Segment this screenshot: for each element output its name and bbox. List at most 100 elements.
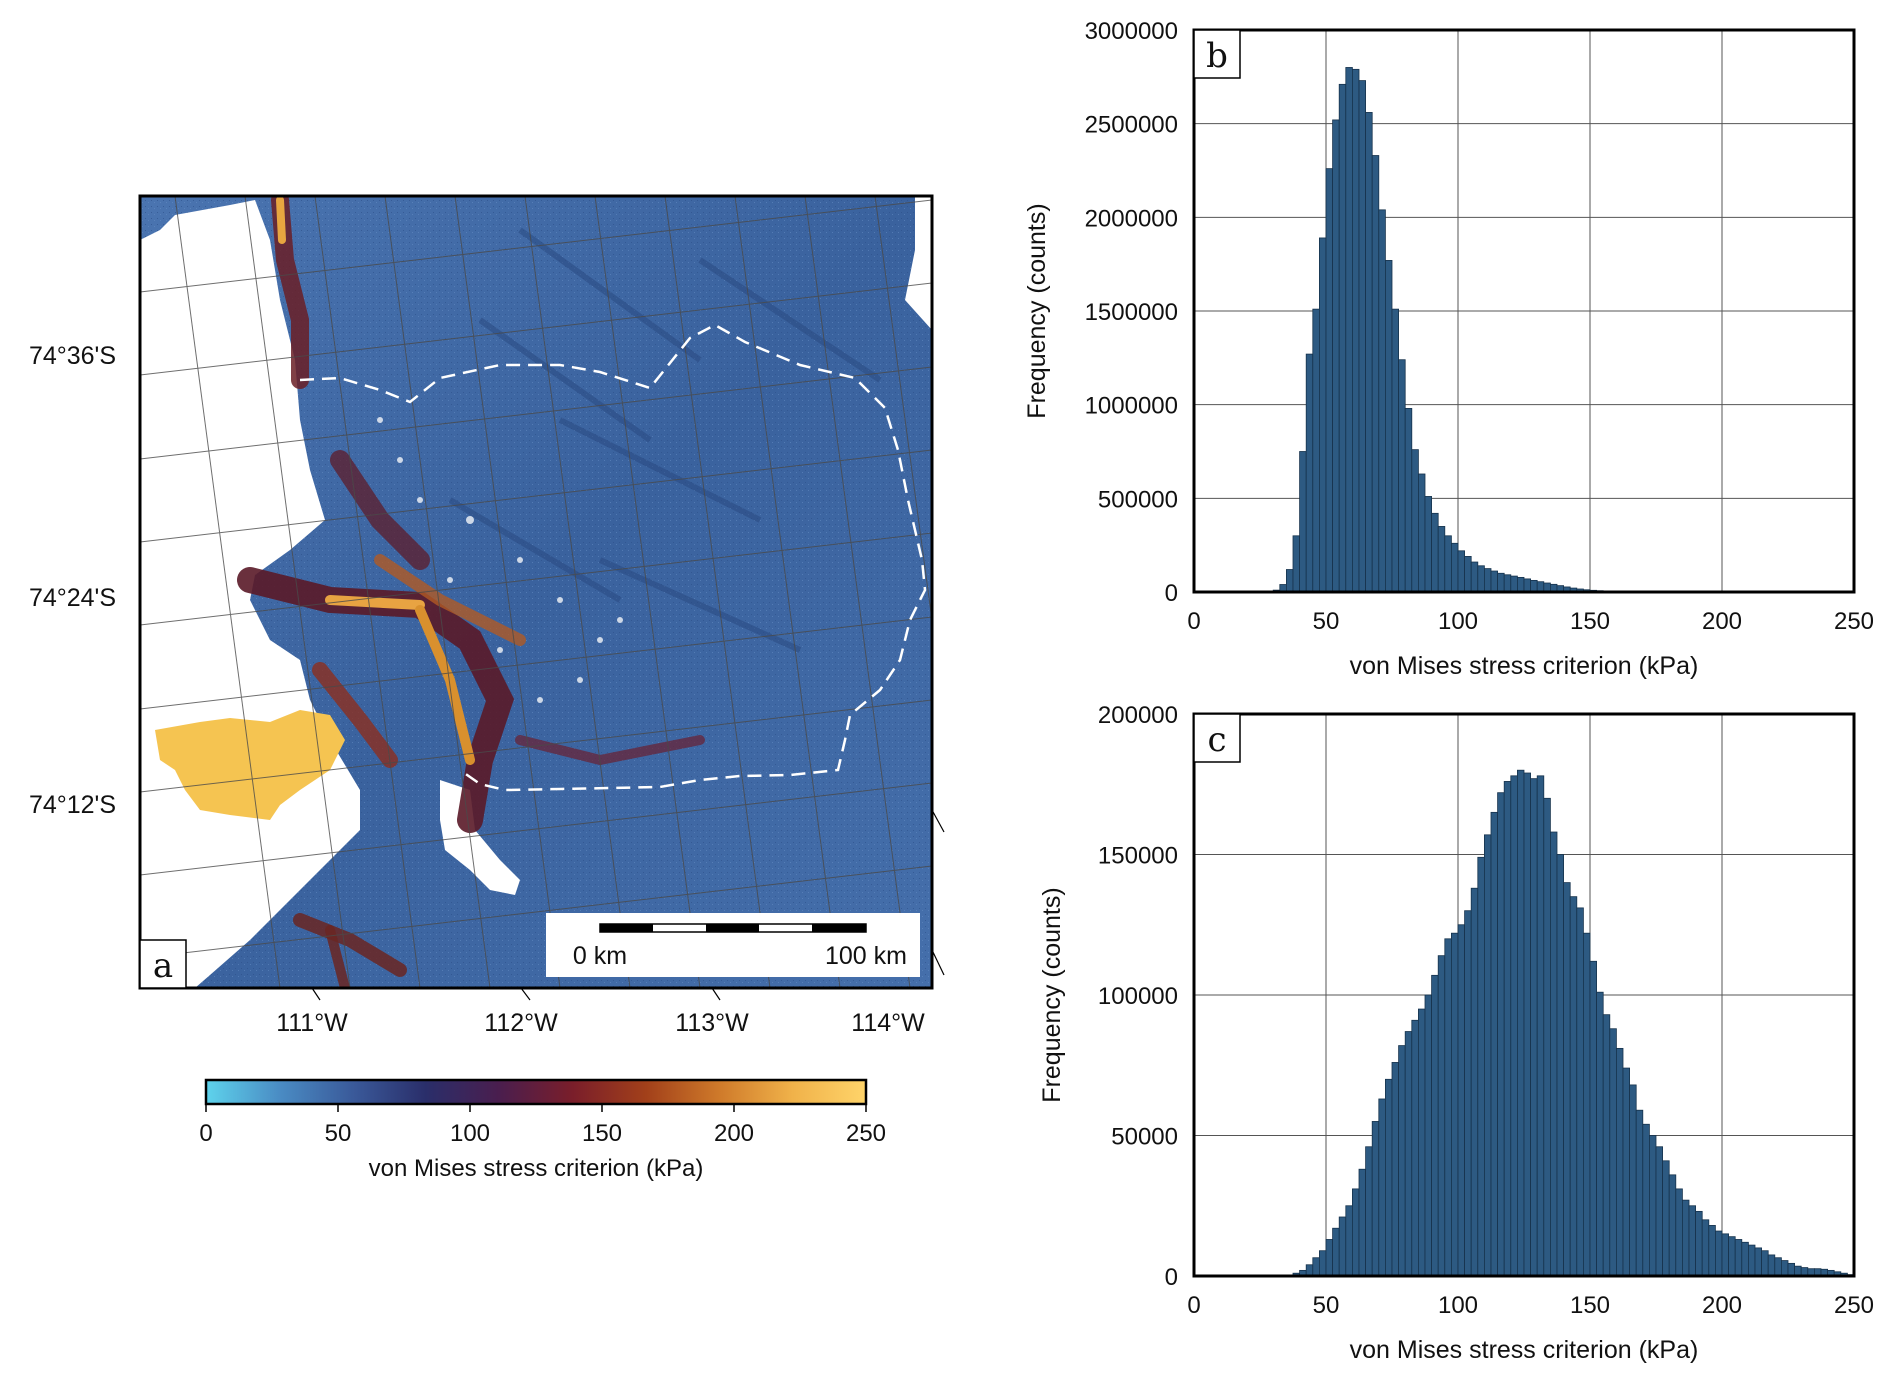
histogram-bar: [1734, 1239, 1743, 1277]
histogram-bar: [1616, 1047, 1624, 1277]
histogram-bar: [1668, 1174, 1677, 1277]
histogram-bar: [1464, 556, 1472, 593]
melange-zone: [377, 417, 623, 703]
histogram-bar: [1695, 1210, 1703, 1277]
y-tick-label: 150000: [1098, 843, 1178, 870]
histogram-bar: [1484, 568, 1492, 593]
panel-c-box: [1193, 713, 1241, 763]
histogram-bars: [1272, 67, 1650, 593]
shear-margins: [237, 196, 705, 988]
y-tick-label: 0: [1165, 1264, 1178, 1291]
histogram-bar: [1503, 574, 1512, 593]
colorbar-tick-label: 0: [199, 1120, 212, 1147]
histogram-bar: [1391, 308, 1399, 593]
histogram-bar: [1754, 1247, 1762, 1277]
histogram-bar: [1319, 1250, 1327, 1277]
histogram-bar: [1404, 408, 1413, 593]
histogram-bar: [1457, 550, 1465, 593]
histogram-bar: [1299, 451, 1307, 593]
y-tick-label: 50000: [1111, 1124, 1178, 1151]
histogram-bar: [1536, 581, 1545, 593]
lon-label: 112°W: [484, 1009, 558, 1037]
histogram-bar: [1371, 1121, 1380, 1277]
histogram-bar: [1550, 831, 1558, 1277]
histogram-bar: [1431, 512, 1439, 593]
colorbar-label: von Mises stress criterion (kPa): [369, 1155, 704, 1182]
histogram-bar: [1424, 496, 1432, 593]
histogram-bar: [1787, 1262, 1795, 1277]
histogram-bar: [1530, 778, 1538, 1277]
histogram-bar: [1398, 1045, 1406, 1277]
colorbar: 0 50 100 150 200 250 von Mises stress cr…: [199, 1078, 886, 1182]
histogram-bar: [1286, 569, 1294, 593]
histogram-bar: [1464, 910, 1472, 1277]
histogram-bar: [1629, 1084, 1637, 1277]
graticule: [140, 196, 932, 988]
histogram-bar: [1385, 1078, 1393, 1277]
histogram-bar: [1444, 535, 1452, 593]
histogram-bar: [1411, 449, 1419, 593]
y-tick-label: 200000: [1098, 702, 1178, 729]
lon-label: 114°W: [851, 1009, 925, 1037]
histogram-bar: [1437, 955, 1446, 1277]
map-frame: [138, 194, 934, 990]
histogram-bar: [1424, 994, 1432, 1277]
y-tick-label: 2500000: [1085, 112, 1178, 139]
histogram-bar: [1431, 974, 1439, 1277]
histogram-bar: [1715, 1230, 1723, 1277]
histogram-bar: [1398, 359, 1406, 593]
histogram-bar: [1338, 1216, 1347, 1277]
scalebar: [599, 923, 867, 933]
x-tick-label: 150: [1570, 1292, 1610, 1319]
histogram-bar: [1490, 570, 1498, 593]
scalebar-start-label: 0 km: [573, 942, 627, 970]
histogram-bar: [1352, 1188, 1360, 1277]
histogram-bar: [1365, 1146, 1373, 1277]
colorbar-tick-label: 250: [846, 1120, 886, 1147]
panel-c-label: c: [1207, 720, 1226, 760]
histogram-bar: [1404, 1031, 1413, 1277]
y-tick-label: 2000000: [1085, 205, 1178, 232]
histogram-bar: [1470, 561, 1479, 593]
histogram-bar: [1635, 1109, 1644, 1277]
histogram-bar: [1536, 775, 1545, 1277]
histogram-bar: [1728, 1236, 1736, 1277]
histogram-bar: [1484, 834, 1492, 1277]
histogram-bar: [1312, 1257, 1320, 1277]
histogram-bar: [1418, 473, 1426, 593]
histogram-bar: [1338, 83, 1347, 593]
histogram-bar: [1503, 781, 1512, 1277]
lat-label: 74°24'S: [29, 584, 116, 612]
panel-a-label: a: [153, 946, 173, 986]
y-axis-label: Frequency (counts): [1023, 203, 1051, 418]
histogram-bar: [1378, 1098, 1386, 1277]
y-tick-label: 1000000: [1085, 393, 1178, 420]
histogram-bar: [1345, 67, 1353, 593]
histogram-bar: [1642, 1123, 1650, 1277]
histogram-panel-c: 0 50 100 150 200 250 0 50000 100000 1500…: [1038, 702, 1874, 1364]
histogram-bar: [1721, 1233, 1729, 1277]
plot-frame: [1192, 712, 1856, 1278]
histogram-bar: [1517, 769, 1525, 1277]
x-tick-label: 250: [1834, 1292, 1874, 1319]
lon-label: 111°W: [276, 1009, 348, 1037]
colorbar-tick-label: 50: [325, 1120, 352, 1147]
histogram-bar: [1305, 353, 1314, 593]
y-tick-label: 1500000: [1085, 299, 1178, 326]
histogram-bar: [1708, 1225, 1716, 1277]
histogram-panel-b: 0 50 100 150 200 250 0 500000 1000000 15…: [1023, 18, 1874, 680]
colorbar-tick-label: 150: [582, 1120, 622, 1147]
histogram-bar: [1622, 1067, 1630, 1277]
histogram-bar: [1583, 932, 1591, 1277]
domain-outline: [299, 323, 927, 792]
flow-streaks: [448, 227, 882, 653]
lon-label: 113°W: [675, 1009, 749, 1037]
stress-map-panel: a 0 km 100 km 74°36'S 74°24'S 74°12'S 11…: [29, 194, 945, 1182]
histogram-bar: [1569, 896, 1578, 1277]
colorbar-ticks: [205, 1104, 867, 1112]
y-tick-label: 0: [1165, 580, 1178, 607]
lat-label: 74°12'S: [29, 791, 116, 819]
histogram-bar: [1543, 797, 1551, 1277]
x-tick-labels: 0 50 100 150 200 250: [1187, 1292, 1874, 1319]
x-axis-label: von Mises stress criterion (kPa): [1350, 652, 1699, 680]
